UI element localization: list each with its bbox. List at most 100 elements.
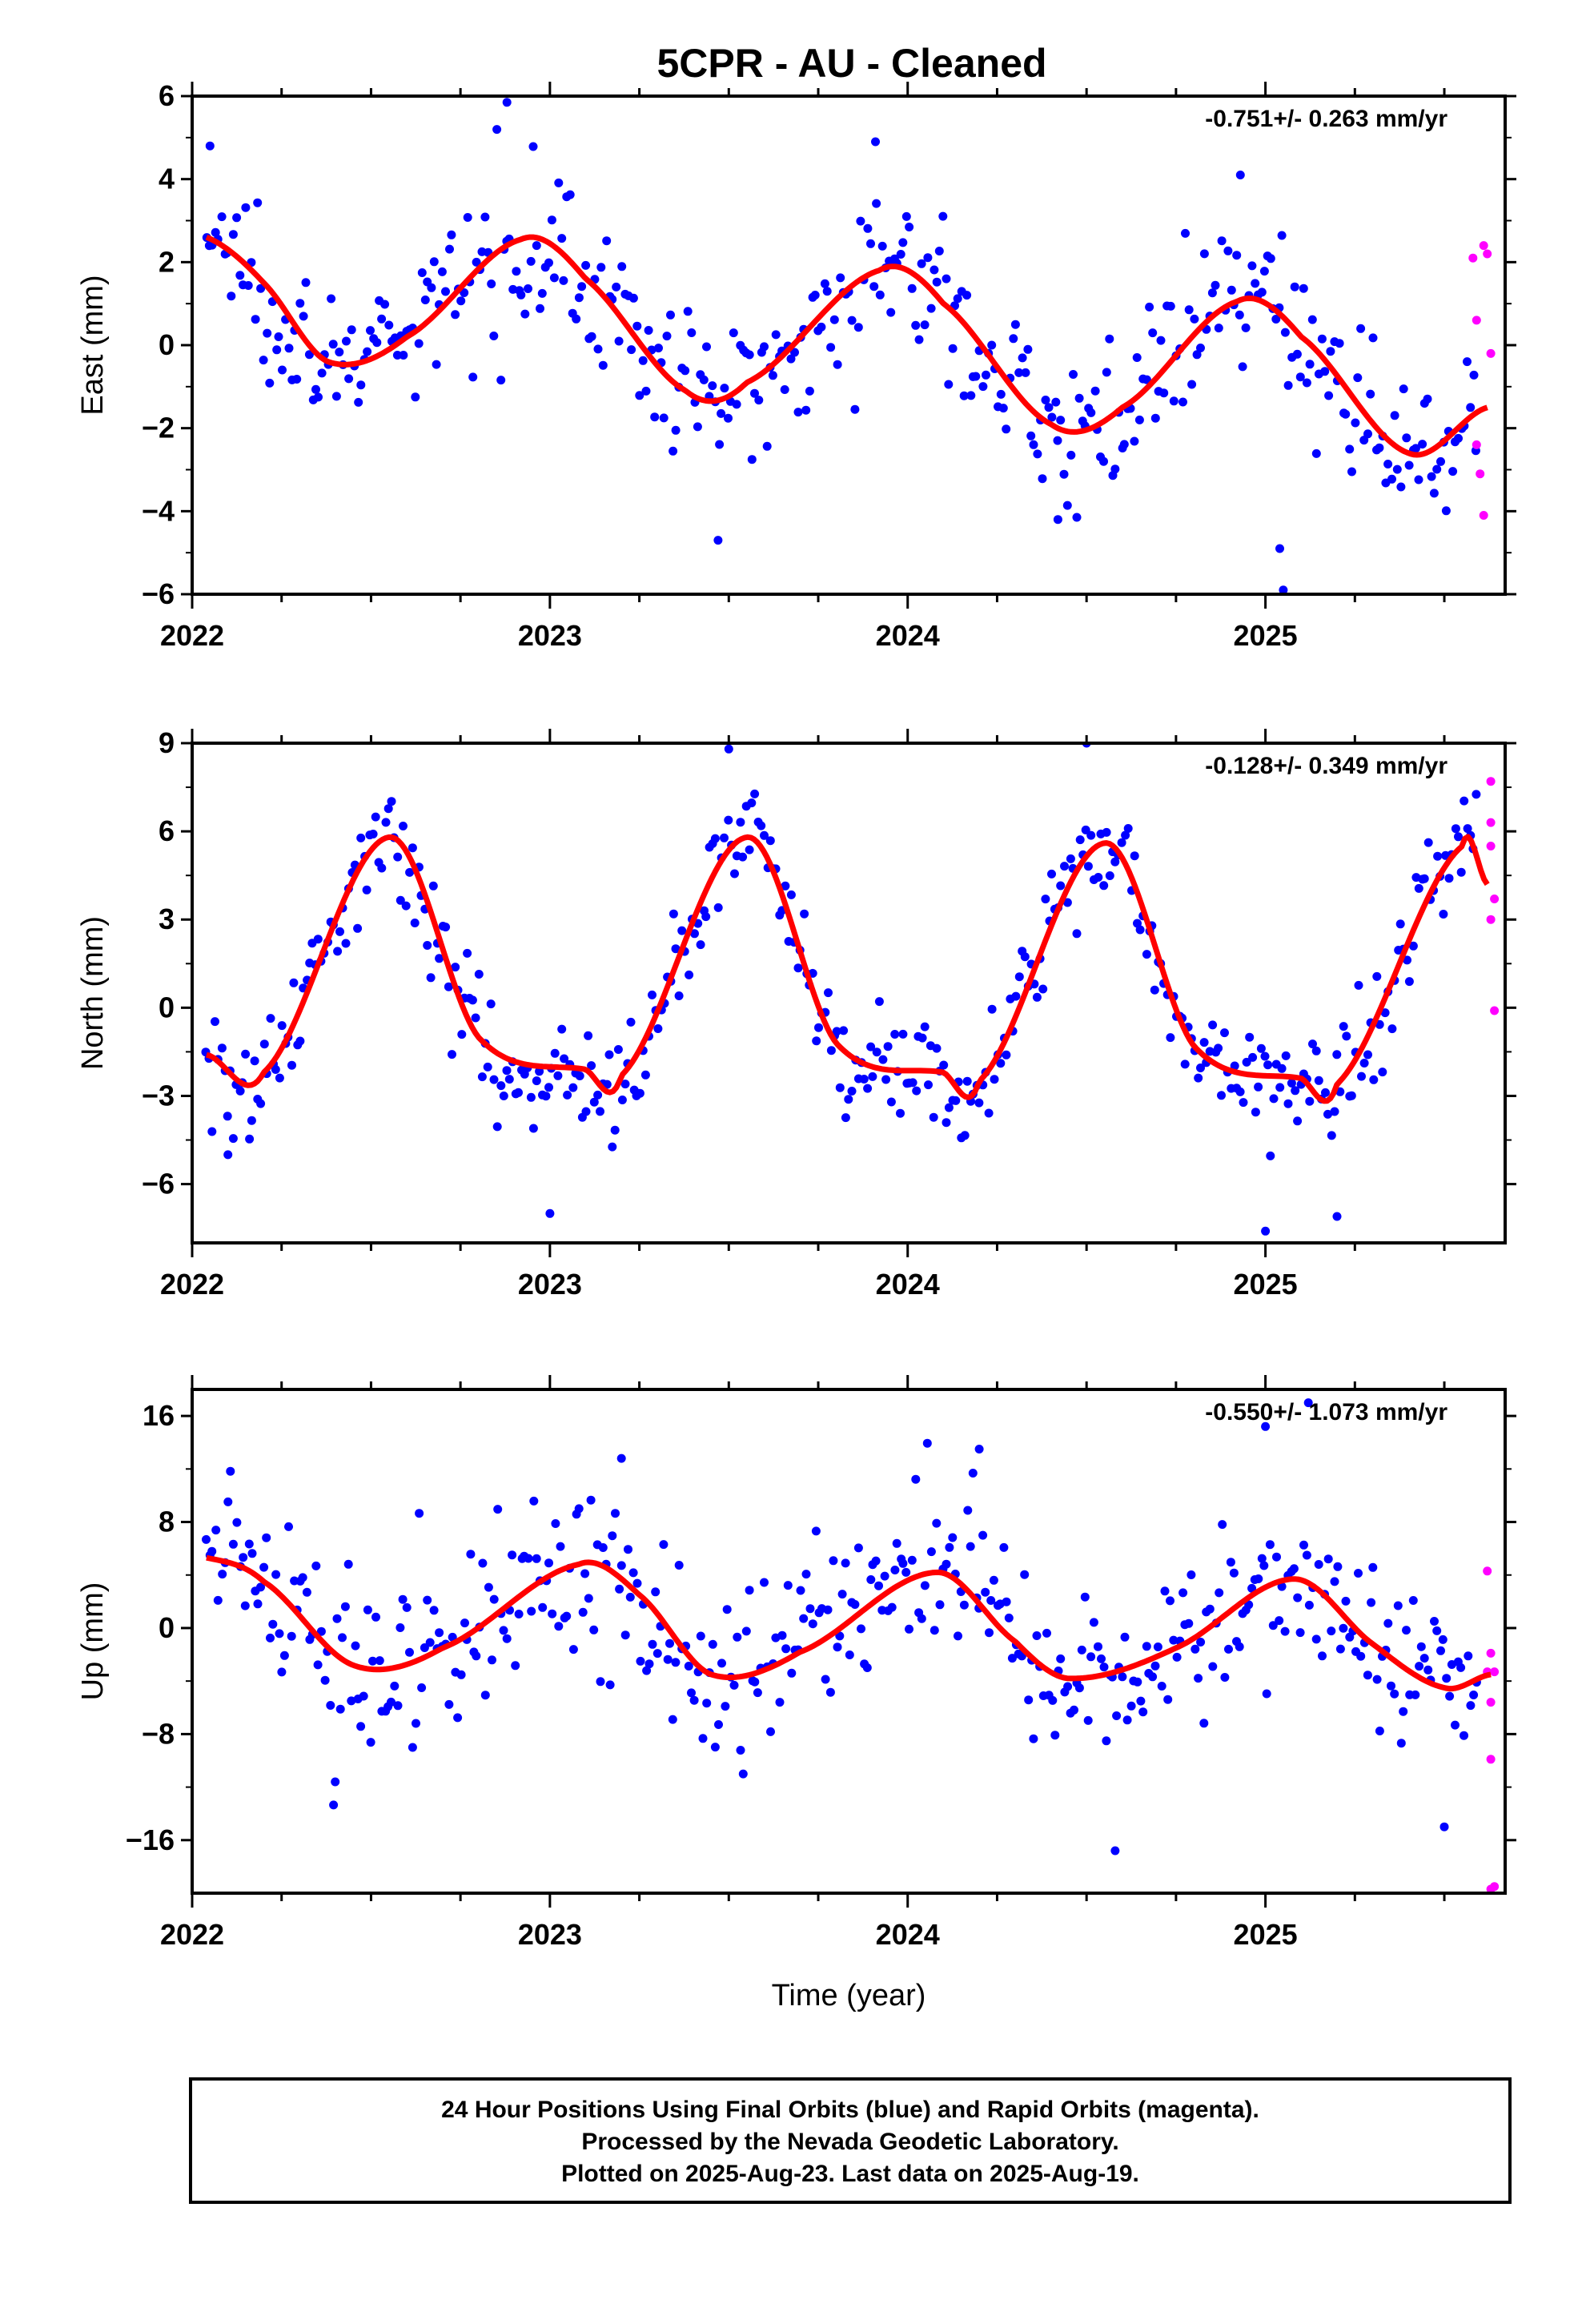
final-orbit-point: [1157, 1682, 1166, 1691]
final-orbit-point: [401, 901, 411, 911]
final-orbit-point: [659, 413, 669, 423]
final-orbit-point: [835, 1631, 845, 1641]
final-orbit-point: [1024, 1695, 1034, 1705]
final-orbit-point: [1275, 1083, 1285, 1092]
final-orbit-point: [1295, 372, 1305, 382]
final-orbit-point: [616, 1454, 626, 1463]
final-orbit-point: [736, 1746, 745, 1755]
rapid-orbit-point: [1476, 469, 1485, 479]
final-orbit-point: [714, 1720, 723, 1729]
final-orbit-point: [532, 1554, 541, 1563]
final-orbit-point: [1041, 895, 1050, 904]
final-orbit-point: [313, 1660, 323, 1670]
final-orbit-point: [399, 351, 408, 360]
final-orbit-point: [920, 1581, 930, 1590]
final-orbit-point: [863, 223, 873, 233]
final-orbit-point: [932, 1518, 942, 1528]
final-orbit-point: [1042, 1628, 1051, 1638]
final-orbit-point: [635, 1088, 644, 1098]
final-orbit-point: [342, 336, 351, 346]
final-orbit-point: [820, 279, 829, 288]
final-orbit-point: [456, 1670, 466, 1679]
final-orbit-point: [999, 1542, 1009, 1552]
final-orbit-point: [259, 1562, 269, 1572]
final-orbit-point: [702, 1699, 712, 1708]
final-orbit-point: [878, 1055, 888, 1064]
final-orbit-point: [875, 290, 885, 300]
rapid-orbit-point: [1486, 348, 1496, 358]
final-orbit-point: [611, 1509, 620, 1518]
final-orbit-point: [1235, 171, 1245, 179]
final-orbit-point: [687, 328, 697, 337]
final-orbit-point: [710, 1743, 720, 1752]
final-orbit-point: [593, 1090, 603, 1100]
final-orbit-point: [1408, 941, 1418, 951]
final-orbit-point: [720, 384, 729, 393]
final-orbit-point: [1280, 1626, 1290, 1636]
final-orbit-point: [960, 1131, 970, 1140]
final-orbit-point: [1279, 585, 1288, 594]
final-orbit-point: [1387, 474, 1396, 484]
final-orbit-point: [986, 1596, 996, 1605]
final-orbit-point: [786, 890, 796, 899]
final-orbit-point: [512, 267, 521, 276]
final-orbit-point: [696, 940, 705, 950]
final-orbit-point: [944, 1103, 954, 1112]
final-orbit-point: [871, 137, 880, 147]
final-orbit-point: [217, 212, 227, 222]
final-orbit-point: [614, 336, 624, 346]
final-orbit-point: [499, 1092, 508, 1100]
final-orbit-point: [536, 304, 544, 313]
rapid-orbit-point: [1483, 249, 1492, 259]
final-orbit-point: [1056, 416, 1066, 425]
final-orbit-point: [483, 1062, 492, 1072]
final-orbit-point: [1323, 1554, 1333, 1564]
final-orbit-point: [232, 213, 242, 223]
final-orbit-point: [226, 1466, 235, 1476]
final-orbit-point: [1368, 1562, 1378, 1572]
final-orbit-point: [556, 1542, 565, 1551]
final-orbit-point: [480, 1691, 490, 1700]
final-orbit-point: [1341, 1596, 1351, 1606]
final-orbit-point: [850, 404, 860, 414]
final-orbit-point: [578, 1607, 588, 1617]
final-orbit-point: [1454, 832, 1463, 842]
final-orbit-point: [871, 1556, 881, 1566]
final-orbit-point: [951, 1096, 961, 1105]
final-orbit-point: [1347, 467, 1356, 476]
final-orbit-point: [907, 1555, 917, 1565]
y-tick-label: −6: [142, 577, 175, 610]
final-orbit-point: [942, 274, 951, 283]
final-orbit-point: [572, 314, 581, 324]
final-orbit-point: [562, 1611, 572, 1621]
final-orbit-point: [1196, 1638, 1206, 1647]
final-orbit-point: [1181, 228, 1190, 238]
final-orbit-point: [575, 1072, 584, 1080]
final-orbit-point: [277, 1667, 287, 1677]
final-orbit-point: [659, 1540, 669, 1550]
final-orbit-point: [338, 1633, 347, 1642]
final-orbit-point: [1148, 328, 1158, 338]
final-orbit-point: [228, 1134, 238, 1144]
final-orbit-point: [1357, 1072, 1366, 1081]
final-orbit-point: [1414, 475, 1423, 485]
final-orbit-point: [313, 935, 323, 944]
final-orbit-point: [1110, 857, 1120, 866]
final-orbit-point: [1199, 1038, 1209, 1047]
final-orbit-point: [557, 234, 567, 243]
final-orbit-point: [1118, 1672, 1127, 1682]
final-orbit-point: [223, 1497, 233, 1506]
final-orbit-point: [499, 1626, 508, 1635]
final-orbit-point: [447, 230, 456, 239]
final-orbit-point: [984, 1108, 994, 1118]
final-orbit-point: [375, 1656, 384, 1666]
final-orbit-point: [832, 1027, 841, 1036]
final-orbit-point: [721, 1702, 730, 1711]
final-orbit-point: [829, 315, 839, 324]
final-orbit-point: [596, 1677, 605, 1687]
final-orbit-point: [445, 244, 454, 254]
final-orbit-point: [456, 296, 466, 306]
final-orbit-point: [335, 1704, 345, 1714]
final-orbit-point: [256, 1582, 265, 1592]
final-orbit-point: [247, 1549, 257, 1558]
